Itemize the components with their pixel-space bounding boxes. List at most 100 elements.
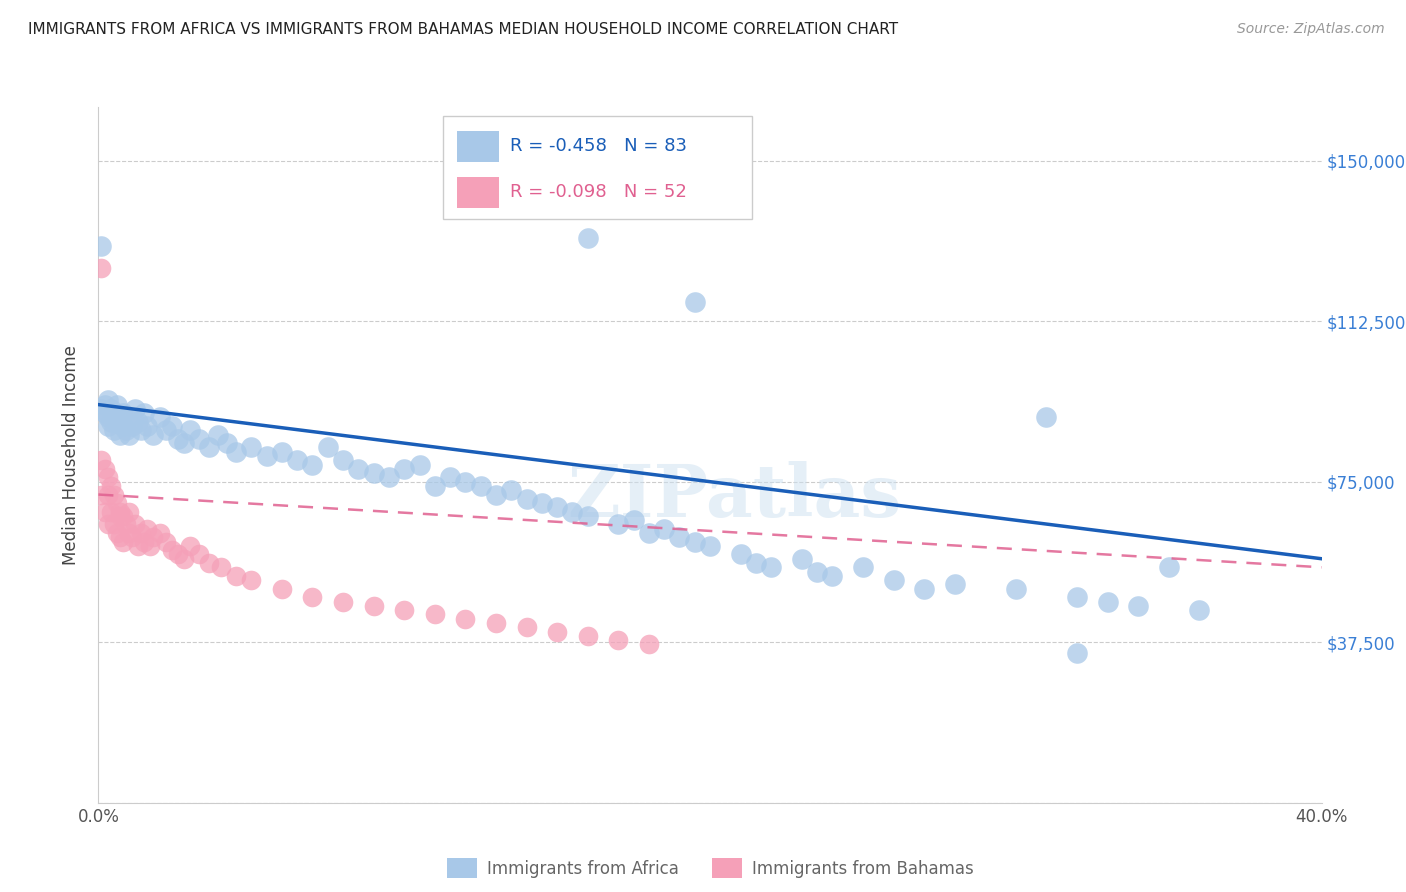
Point: [363, 599, 385, 613]
Point: [637, 526, 661, 541]
Point: [90, 487, 112, 501]
Point: [134, 406, 156, 420]
Point: [501, 483, 523, 498]
Point: [516, 491, 538, 506]
Point: [90, 239, 112, 253]
Point: [623, 513, 645, 527]
Point: [129, 423, 152, 437]
Point: [105, 398, 128, 412]
Point: [408, 458, 430, 472]
Point: [285, 453, 308, 467]
Point: [883, 573, 905, 587]
Point: [576, 230, 599, 244]
Point: [160, 543, 183, 558]
Point: [745, 556, 768, 570]
Point: [301, 458, 323, 472]
Point: [97, 393, 120, 408]
Point: [1066, 591, 1088, 605]
Point: [111, 534, 134, 549]
Point: [423, 479, 446, 493]
Point: [806, 565, 828, 579]
Point: [108, 530, 131, 544]
Point: [240, 441, 263, 455]
Point: [139, 539, 162, 553]
Point: [637, 637, 661, 651]
Text: IMMIGRANTS FROM AFRICA VS IMMIGRANTS FROM BAHAMAS MEDIAN HOUSEHOLD INCOME CORREL: IMMIGRANTS FROM AFRICA VS IMMIGRANTS FRO…: [28, 22, 898, 37]
Point: [683, 534, 706, 549]
Point: [470, 479, 492, 493]
Point: [530, 496, 553, 510]
Text: R = -0.458   N = 83: R = -0.458 N = 83: [510, 137, 688, 155]
Point: [1066, 646, 1088, 660]
Point: [100, 415, 122, 429]
Point: [197, 441, 219, 455]
Point: [561, 505, 583, 519]
Point: [108, 508, 131, 523]
Point: [485, 615, 508, 630]
Point: [97, 410, 120, 425]
Point: [485, 487, 508, 501]
Point: [454, 475, 477, 489]
Point: [93, 398, 115, 412]
Point: [115, 517, 138, 532]
Point: [225, 569, 247, 583]
Point: [136, 419, 159, 434]
Point: [100, 479, 122, 493]
Text: Source: ZipAtlas.com: Source: ZipAtlas.com: [1237, 22, 1385, 37]
Point: [121, 419, 143, 434]
Point: [160, 419, 183, 434]
Point: [167, 432, 190, 446]
Y-axis label: Median Household Income: Median Household Income: [62, 345, 80, 565]
Point: [188, 548, 211, 562]
Point: [332, 453, 354, 467]
Point: [546, 500, 568, 515]
Point: [347, 462, 370, 476]
Point: [607, 633, 630, 648]
Point: [105, 496, 128, 510]
Point: [155, 423, 177, 437]
Point: [576, 508, 599, 523]
Point: [1035, 410, 1057, 425]
Legend: Immigrants from Africa, Immigrants from Bahamas: Immigrants from Africa, Immigrants from …: [440, 851, 980, 885]
Point: [668, 530, 690, 544]
Point: [392, 462, 416, 476]
Point: [516, 620, 538, 634]
Point: [115, 423, 138, 437]
Point: [93, 505, 115, 519]
Point: [155, 534, 177, 549]
Point: [129, 526, 152, 541]
Point: [316, 441, 339, 455]
Text: ZIPatlas: ZIPatlas: [568, 461, 901, 533]
Point: [97, 517, 120, 532]
Point: [378, 470, 401, 484]
Point: [103, 406, 125, 420]
Point: [93, 462, 115, 476]
Point: [197, 556, 219, 570]
Point: [332, 594, 354, 608]
Point: [943, 577, 966, 591]
Point: [1004, 582, 1026, 596]
Point: [111, 406, 134, 420]
Point: [215, 436, 238, 450]
Point: [100, 401, 122, 416]
Point: [127, 415, 149, 429]
Point: [97, 487, 120, 501]
Point: [100, 505, 122, 519]
Point: [392, 603, 416, 617]
Point: [142, 427, 165, 442]
Point: [1188, 603, 1211, 617]
Point: [1128, 599, 1150, 613]
Point: [103, 517, 125, 532]
Point: [149, 410, 172, 425]
Text: R = -0.098   N = 52: R = -0.098 N = 52: [510, 183, 688, 201]
Point: [790, 551, 813, 566]
Point: [118, 505, 141, 519]
Point: [149, 526, 172, 541]
Point: [188, 432, 211, 446]
Point: [136, 522, 159, 536]
Point: [207, 427, 229, 442]
Point: [90, 260, 112, 275]
Point: [454, 612, 477, 626]
Point: [225, 444, 247, 458]
Point: [209, 560, 232, 574]
